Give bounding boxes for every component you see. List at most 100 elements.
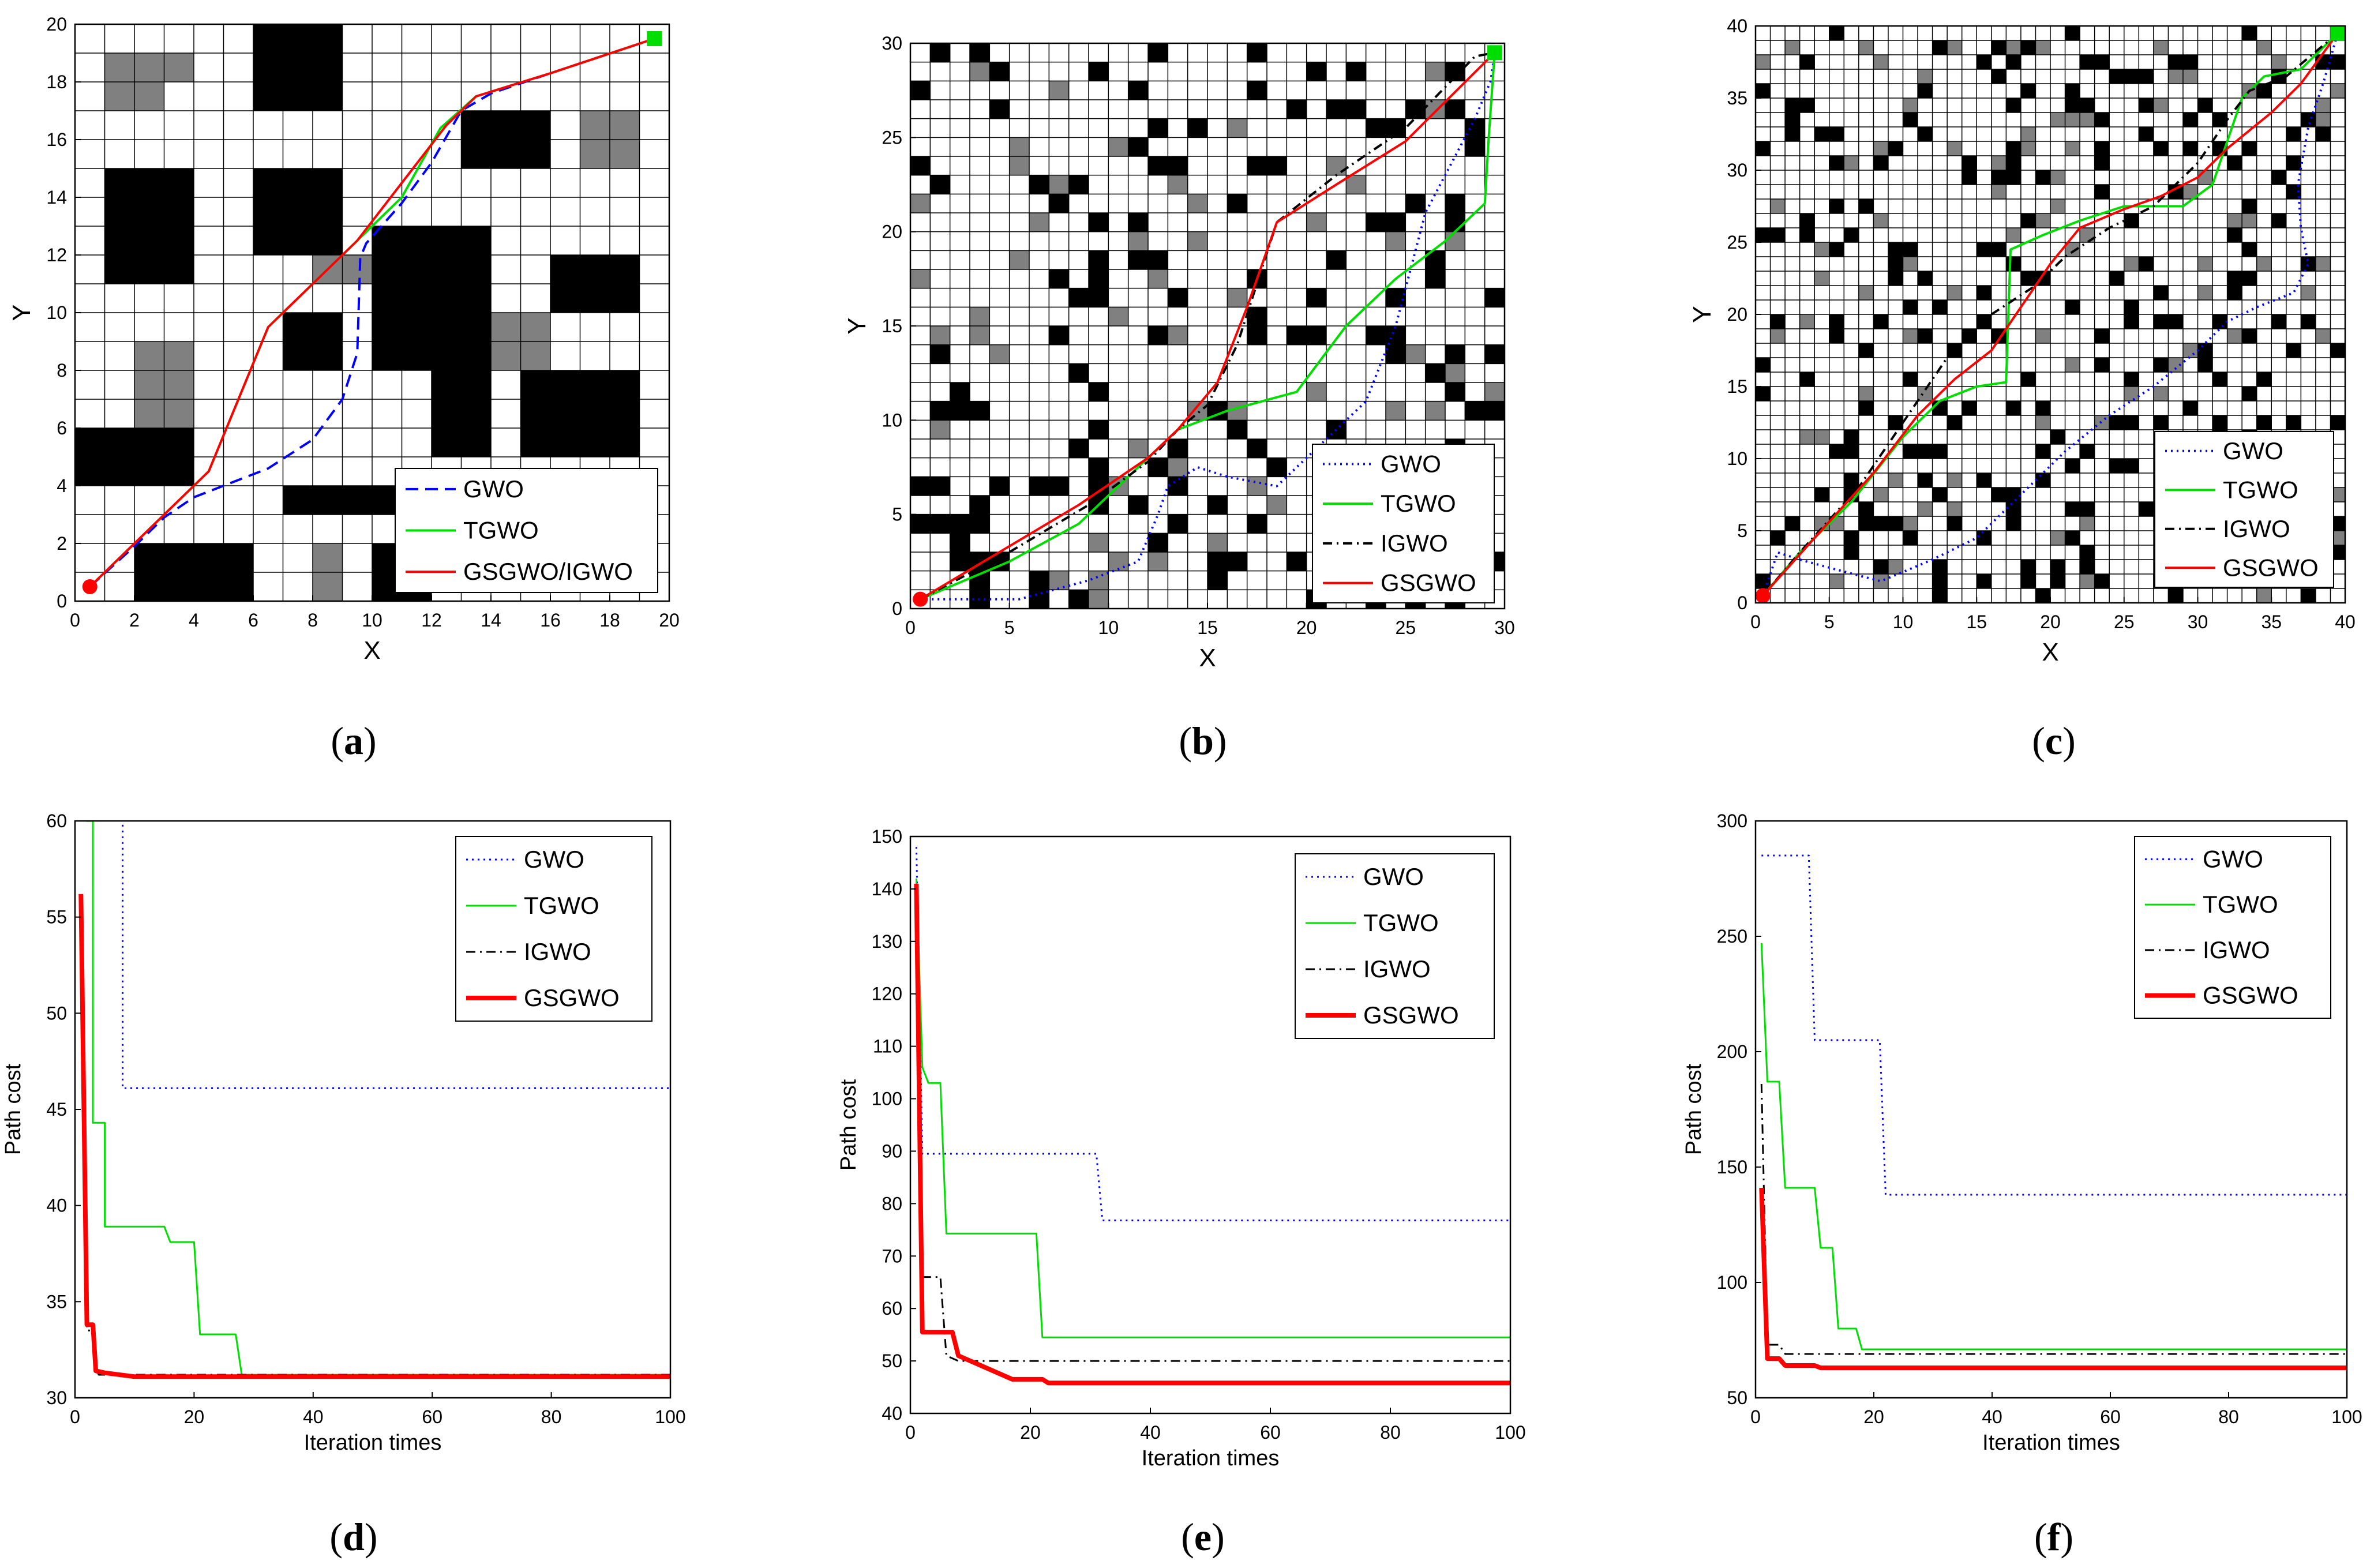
obstacle-cell-gray: [2153, 387, 2169, 402]
y-tick-label: 0: [1737, 592, 1747, 613]
obstacle-cell: [1932, 588, 1948, 603]
x-tick-label: 80: [2218, 1406, 2239, 1427]
x-tick-label: 6: [248, 610, 258, 631]
legend-entry: IGWO: [2203, 936, 2270, 963]
obstacle-cell: [1049, 477, 1070, 496]
obstacle-cell-gray: [1918, 502, 1933, 517]
obstacle-cell: [1770, 314, 1786, 329]
obstacle-cell-gray: [2035, 40, 2051, 55]
x-tick-label: 15: [1197, 617, 1218, 638]
obstacle-cell-gray: [1128, 439, 1149, 459]
obstacle-cell-gray: [2256, 40, 2272, 55]
obstacle-block-gray: [104, 53, 194, 82]
obstacle-cell: [970, 496, 990, 515]
obstacle-cell: [1918, 84, 1933, 99]
obstacle-cell-gray: [1009, 156, 1030, 176]
obstacle-cell: [970, 401, 990, 421]
obstacle-cell: [989, 477, 1010, 496]
y-tick-label: 80: [882, 1193, 902, 1214]
legend-box: [1312, 444, 1495, 603]
obstacle-cell: [1386, 288, 1406, 307]
obstacle-cell: [1247, 307, 1267, 327]
obstacle-cell: [2301, 257, 2316, 272]
obstacle-cell: [1991, 40, 2007, 55]
obstacle-cell: [1425, 269, 1446, 289]
obstacle-cell: [2035, 170, 2051, 185]
obstacle-cell: [1366, 118, 1386, 138]
obstacle-cell: [1089, 288, 1109, 307]
obstacle-cell: [1405, 194, 1426, 213]
obstacle-cell: [2065, 26, 2080, 41]
obstacle-cell: [1247, 43, 1267, 63]
y-tick-label: 14: [46, 187, 67, 208]
obstacle-cell: [1858, 199, 1874, 214]
obstacle-cell-gray: [1148, 269, 1168, 289]
obstacle-cell: [1962, 170, 1977, 185]
obstacle-cell: [2050, 430, 2066, 445]
obstacle-cell-gray: [2153, 98, 2169, 113]
obstacle-cell: [2080, 502, 2095, 517]
obstacle-cell: [1089, 213, 1109, 232]
obstacle-cell: [2065, 502, 2080, 517]
legend-entry: IGWO: [1381, 530, 1448, 557]
goal-marker: [647, 31, 662, 46]
obstacle-cell: [1770, 228, 1786, 243]
obstacle-cell-gray: [2256, 257, 2272, 272]
x-tick-label: 20: [184, 1406, 205, 1427]
legend-entry: GWO: [1363, 863, 1424, 890]
x-tick-label: 0: [905, 617, 916, 638]
obstacle-cell: [1168, 288, 1188, 307]
panel-f: 0 20 40 60 80 100 50 100 150 200 250 300 Iteration t…: [1682, 811, 2362, 1455]
x-tick-label: 20: [2040, 612, 2061, 632]
obstacle-cell-gray: [1814, 242, 1830, 257]
legend-entry: IGWO: [1363, 955, 1431, 982]
obstacle-cell: [950, 514, 970, 534]
obstacle-cell: [1756, 84, 1771, 99]
y-tick-label: 300: [1717, 811, 1747, 831]
obstacle-cell: [1049, 326, 1070, 346]
x-tick-label: 25: [2114, 612, 2135, 632]
obstacle-cell: [1247, 81, 1267, 100]
start-marker: [1755, 588, 1771, 603]
obstacle-cell-gray: [2315, 329, 2331, 344]
obstacle-cell: [1844, 444, 1859, 459]
obstacle-cell: [1029, 590, 1049, 609]
obstacle-cell: [2212, 372, 2228, 387]
obstacle-cell-gray: [1029, 213, 1049, 232]
y-tick-label: 250: [1717, 926, 1747, 947]
obstacle-cell: [2109, 415, 2125, 430]
obstacle-cell: [2020, 372, 2036, 387]
obstacle-cell-gray: [1873, 213, 1889, 228]
panel-c: 0 5 10 15 20 25 30 35 40 0 5 10 15 20 25 30 35 40 X Y GWO TGW…: [1688, 16, 2356, 666]
x-tick-label: 4: [189, 610, 199, 631]
obstacle-cell: [1484, 401, 1505, 421]
x-tick-label: 100: [1495, 1422, 1525, 1443]
x-axis-label: X: [2042, 638, 2058, 666]
obstacle-cell: [2124, 300, 2139, 315]
y-tick-label: 55: [46, 907, 67, 928]
obstacle-cell: [2212, 415, 2228, 430]
legend-entry: GSGWO/IGWO: [463, 558, 633, 585]
y-tick-label: 8: [57, 360, 67, 381]
obstacle-cell: [2182, 141, 2198, 156]
obstacle-cell: [1128, 137, 1149, 157]
obstacle-cell: [2020, 560, 2036, 575]
obstacle-cell-gray: [1326, 156, 1347, 176]
legend-box: [455, 836, 652, 1022]
obstacle-cell: [2109, 69, 2125, 84]
obstacle-cell: [2242, 387, 2257, 402]
obstacle-cell: [2242, 271, 2257, 286]
obstacle-cell-gray: [970, 62, 990, 81]
obstacle-cell: [2124, 372, 2139, 387]
obstacle-cell: [2020, 574, 2036, 589]
obstacle-cell-gray: [1484, 382, 1505, 402]
obstacle-cell: [2212, 314, 2228, 329]
obstacle-cell: [1829, 199, 1844, 214]
y-axis-label: Y: [7, 304, 36, 321]
obstacle-cell: [2182, 401, 2198, 416]
series-line-igwo: [920, 51, 1495, 601]
obstacle-cell: [1962, 156, 1977, 171]
obstacle-cell-gray: [2197, 286, 2213, 301]
series-line-gsgwo: [914, 883, 1510, 1386]
obstacle-cell: [1465, 401, 1486, 421]
